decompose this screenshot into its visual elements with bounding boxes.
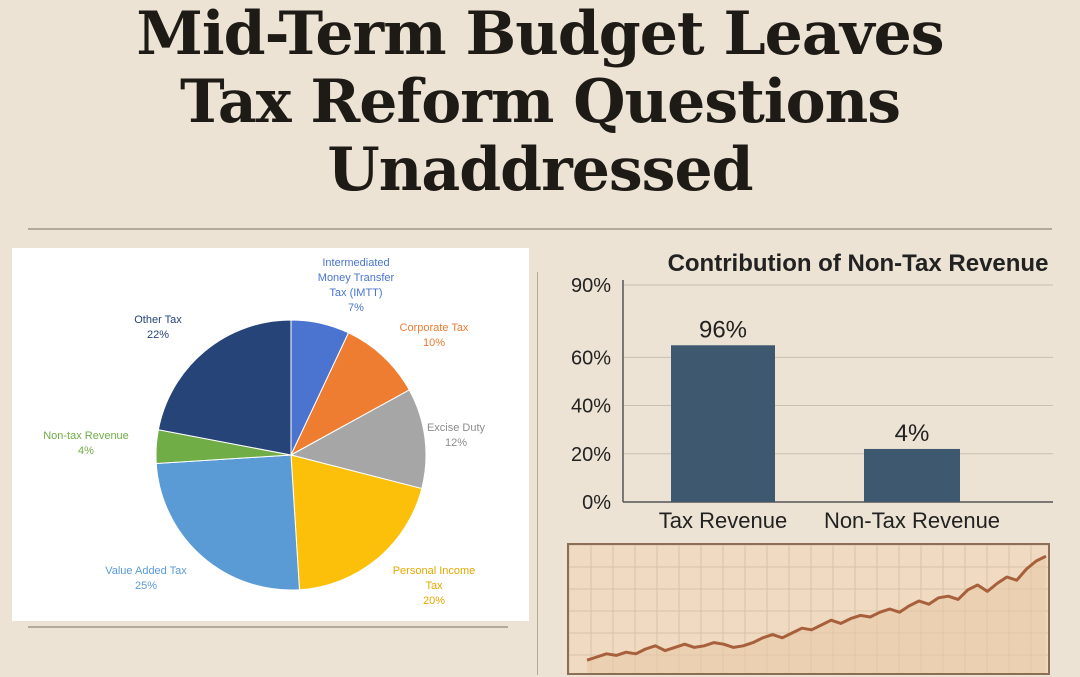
headline: Mid-Term Budget Leaves Tax Reform Questi…: [0, 0, 1080, 204]
column-divider: [537, 272, 538, 675]
pie-label-percent: 4%: [78, 445, 94, 457]
bar-non-tax-revenue: [864, 448, 960, 502]
pie-label-value-added-tax: Value Added Tax 25%: [71, 564, 221, 594]
bar-category-label: Non-Tax Revenue: [824, 508, 1000, 533]
revenue-pie-chart: Intermediated Money Transfer Tax (IMTT) 7% C…: [12, 248, 529, 621]
pie-slice-excise-duty: [289, 389, 427, 490]
pie-label-line: Value Added Tax: [105, 565, 187, 577]
bar-chart-canvas: 0% 20% 40% 60% 90% 96% Tax Revenue 4% Non-Tax Re…: [571, 275, 1053, 533]
pie-label-percent: 25%: [134, 580, 158, 592]
bar-y-tick-label: 0%: [582, 492, 611, 514]
pie-label-non-tax-revenue: Non-tax Revenue 4%: [11, 429, 161, 459]
pie-label-excise-duty: Excise Duty 12%: [381, 421, 531, 451]
line-series-revenue: [586, 554, 1047, 662]
pie-label-other-tax: Other Tax 22%: [83, 313, 233, 343]
line-area-fill: [587, 556, 1046, 673]
bar-y-tick-label: 40%: [571, 396, 611, 418]
pie-label-line: Corporate Tax: [399, 322, 469, 334]
bar-data-label: 4%: [895, 420, 930, 447]
pie-label-percent: 10%: [422, 337, 446, 349]
non-tax-revenue-bar-chart: Contribution of Non-Tax Revenue 0% 20% 40%…: [548, 240, 1080, 540]
pie-label-line: Personal Income: [392, 565, 476, 577]
pie-label-line: Money Transfer: [317, 272, 395, 284]
bar-chart-title: Contribution of Non-Tax Revenue: [667, 250, 1049, 277]
bar-tax-revenue: [671, 345, 775, 502]
pie-label-personal-income-tax: Personal Income Tax 20%: [359, 564, 509, 609]
pie-label-line: Non-tax Revenue: [43, 430, 129, 442]
pie-slice-other-tax: [157, 319, 292, 456]
pie-label-percent: 22%: [146, 329, 170, 341]
pie-label-line: Tax (IMTT): [329, 287, 383, 299]
revenue-trend-line-chart: [567, 543, 1050, 675]
pie-label-corporate-tax: Corporate Tax 10%: [359, 321, 509, 351]
pie-slice-corporate-tax: [289, 332, 410, 457]
bar-y-tick-label: 20%: [571, 444, 611, 466]
bar-category-label: Tax Revenue: [659, 508, 787, 533]
headline-line-1: Mid-Term Budget Leaves: [136, 0, 944, 69]
pie-label-percent: 7%: [348, 302, 364, 314]
bar-y-tick-label: 60%: [571, 347, 611, 369]
bar-data-label: 96%: [699, 316, 747, 343]
pie-label-percent: 20%: [422, 595, 446, 607]
pie-label-percent: 12%: [444, 437, 468, 449]
top-divider: [28, 228, 1052, 230]
bar-y-tick-label: 90%: [571, 275, 611, 297]
headline-line-2: Tax Reform Questions: [179, 67, 901, 137]
pie-label-line: Tax: [425, 580, 443, 592]
pie-slice-value-added-tax: [155, 454, 301, 591]
pie-label-line: Other Tax: [134, 314, 182, 326]
pie-label-intermediated-money-transfer-tax-imtt: Intermediated Money Transfer Tax (IMTT) 7%: [281, 256, 431, 316]
pie-label-line: Intermediated: [322, 257, 390, 269]
line-chart-canvas: [569, 545, 1048, 673]
bottom-left-divider: [28, 626, 508, 628]
pie-label-line: Excise Duty: [426, 422, 486, 434]
headline-line-3: Unaddressed: [327, 135, 753, 205]
pie-chart-canvas: [155, 319, 427, 591]
pie-slice-personal-income-tax: [290, 454, 423, 591]
